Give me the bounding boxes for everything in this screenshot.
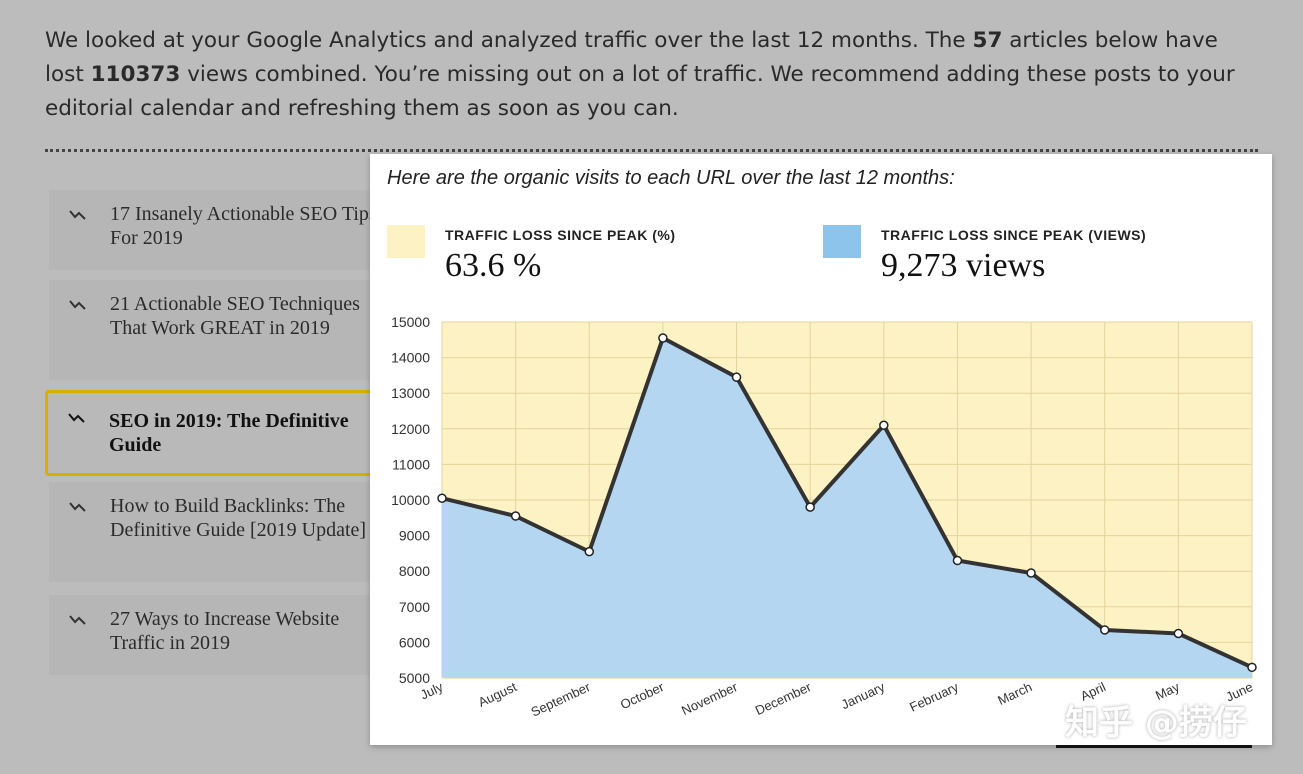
x-tick-label: January <box>839 679 888 712</box>
data-point <box>731 372 742 382</box>
article-title: 27 Ways to Increase Website Traffic in 2… <box>110 608 340 654</box>
data-point <box>437 493 447 503</box>
loss-views-label: TRAFFIC LOSS SINCE PEAK (VIEWS) <box>881 227 1147 243</box>
data-point <box>1026 568 1036 578</box>
data-point <box>510 511 521 521</box>
watermark: 知乎 @捞仔 <box>1065 703 1247 743</box>
trend-down-icon <box>69 210 86 220</box>
traffic-area-chart: 5000 6000 7000 8000 9000 10000 11000 12000 13000… <box>391 314 1257 720</box>
trend-down-icon <box>69 502 86 512</box>
loss-pct-label: TRAFFIC LOSS SINCE PEAK (%) <box>445 227 676 243</box>
article-count: 57 <box>972 28 1003 53</box>
y-tick-label: 15000 <box>391 314 430 330</box>
trend-down-icon <box>69 300 86 310</box>
y-tick-label: 11000 <box>392 456 430 472</box>
loss-pct-swatch <box>387 225 425 258</box>
data-point <box>1247 662 1257 673</box>
panel-title: Here are the organic visits to each URL … <box>387 167 955 189</box>
article-item-selected[interactable]: SEO in 2019: The Definitive Guide <box>45 390 381 476</box>
loss-pct-value: 63.6 % <box>445 247 542 284</box>
loss-views-swatch <box>823 225 861 258</box>
article-item[interactable]: 21 Actionable SEO Techniques That Work G… <box>49 280 379 380</box>
x-tick-label: November <box>679 679 740 718</box>
x-tick-label: December <box>753 679 814 718</box>
intro-text-suffix: views combined. You’re missing out on a … <box>45 62 1235 121</box>
y-tick-label: 10000 <box>391 492 430 508</box>
article-item[interactable]: 17 Insanely Actionable SEO Tips For 2019 <box>49 190 379 270</box>
traffic-panel: Here are the organic visits to each URL … <box>370 154 1272 745</box>
x-tick-label: March <box>995 679 1034 708</box>
intro-text-prefix: We looked at your Google Analytics and a… <box>45 28 973 53</box>
y-tick-label: 8000 <box>399 563 430 579</box>
y-tick-label: 6000 <box>399 634 430 650</box>
data-point <box>879 420 889 430</box>
x-tick-label: September <box>529 679 594 720</box>
loss-views-value: 9,273 views <box>881 247 1046 284</box>
dotted-divider <box>45 149 1258 152</box>
views-lost-count: 110373 <box>90 62 181 87</box>
article-item[interactable]: How to Build Backlinks: The Definitive G… <box>49 482 379 582</box>
y-tick-label: 9000 <box>399 528 430 544</box>
article-item[interactable]: 27 Ways to Increase Website Traffic in 2… <box>49 595 379 675</box>
trend-down-icon <box>69 615 86 625</box>
series-line <box>441 336 1253 670</box>
intro-paragraph: We looked at your Google Analytics and a… <box>45 24 1260 126</box>
x-tick-label: February <box>907 679 961 715</box>
x-tick-label: October <box>618 679 667 712</box>
y-tick-label: 12000 <box>391 421 430 437</box>
y-tick-label: 5000 <box>399 670 430 686</box>
article-title: 17 Insanely Actionable SEO Tips For 2019 <box>110 203 377 249</box>
data-point <box>805 502 815 512</box>
data-point <box>584 546 595 557</box>
series-area <box>442 338 1252 678</box>
data-point <box>1099 625 1110 635</box>
data-point <box>658 333 668 343</box>
article-title: SEO in 2019: The Definitive Guide <box>109 410 349 456</box>
data-point <box>1173 628 1184 639</box>
y-tick-label: 7000 <box>399 599 430 615</box>
trend-down-icon <box>68 413 85 423</box>
y-tick-label: 13000 <box>391 385 430 401</box>
intro-text-middle: articles below have lost <box>45 28 1218 87</box>
article-title: 21 Actionable SEO Techniques That Work G… <box>110 293 360 339</box>
bottom-bar <box>1056 745 1252 748</box>
article-title: How to Build Backlinks: The Definitive G… <box>110 495 367 541</box>
y-tick-label: 14000 <box>391 350 430 366</box>
data-point <box>952 555 963 566</box>
x-tick-label: August <box>476 679 519 710</box>
